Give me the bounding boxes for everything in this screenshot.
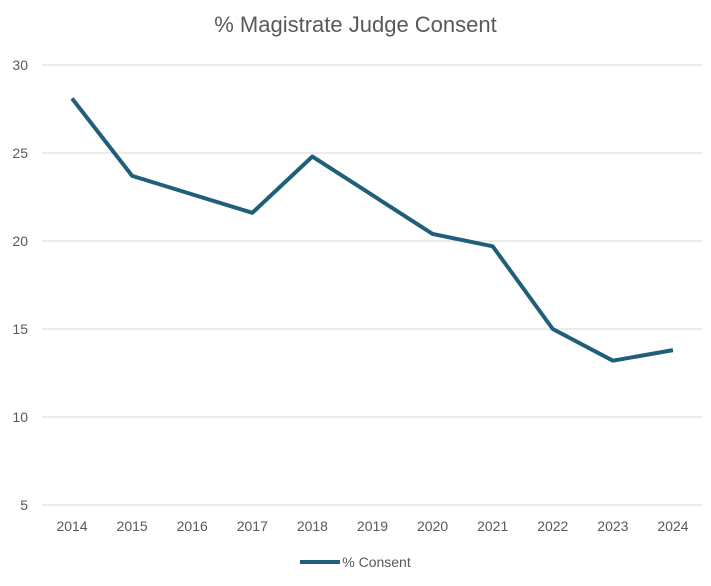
y-tick-label: 20 bbox=[12, 233, 28, 249]
x-tick-label: 2023 bbox=[597, 518, 628, 534]
x-tick-label: 2020 bbox=[417, 518, 448, 534]
legend: % Consent bbox=[0, 554, 711, 570]
y-tick-label: 25 bbox=[12, 145, 28, 161]
y-tick-label: 10 bbox=[12, 409, 28, 425]
x-tick-label: 2019 bbox=[357, 518, 388, 534]
y-tick-label: 30 bbox=[12, 57, 28, 73]
x-tick-label: 2022 bbox=[537, 518, 568, 534]
legend-swatch bbox=[300, 560, 341, 564]
x-tick-label: 2016 bbox=[177, 518, 208, 534]
y-tick-label: 15 bbox=[12, 321, 28, 337]
chart-title: % Magistrate Judge Consent bbox=[214, 12, 497, 37]
x-tick-label: 2014 bbox=[56, 518, 87, 534]
legend-label: % Consent bbox=[342, 554, 411, 570]
x-tick-label: 2015 bbox=[117, 518, 148, 534]
series-line bbox=[70, 97, 674, 363]
x-tick-label: 2018 bbox=[297, 518, 328, 534]
x-tick-label: 2017 bbox=[237, 518, 268, 534]
x-tick-label: 2021 bbox=[477, 518, 508, 534]
x-tick-label: 2024 bbox=[657, 518, 688, 534]
y-tick-label: 5 bbox=[20, 497, 28, 513]
